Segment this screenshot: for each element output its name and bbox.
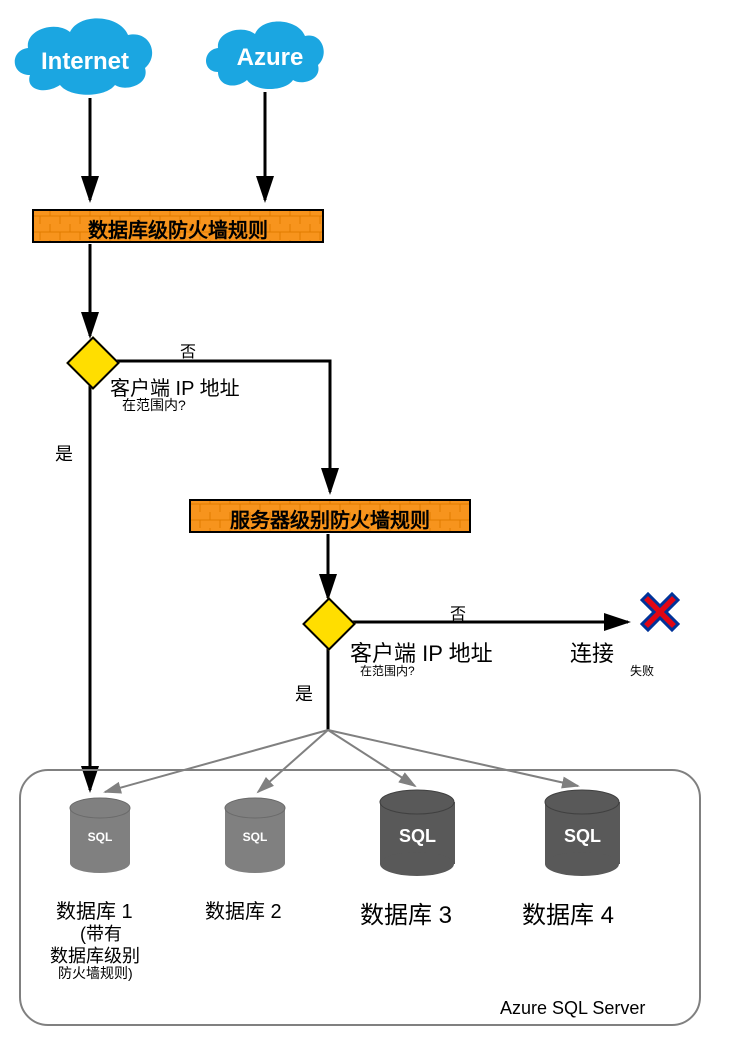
db3-sql: SQL <box>380 826 455 847</box>
cloud-azure-label: Azure <box>215 44 325 72</box>
db2-sql: SQL <box>225 830 285 844</box>
db3-label: 数据库 3 <box>360 895 452 930</box>
server-label: Azure SQL Server <box>500 998 645 1019</box>
fail-conn-label: 连接 <box>570 636 614 668</box>
arrow-fan-3 <box>328 730 415 786</box>
d2-q2: 在范围内? <box>360 662 415 679</box>
db4-label: 数据库 4 <box>522 895 614 930</box>
arrow-fan-4 <box>328 730 578 786</box>
db1-sub3: 防火墙规则) <box>58 963 133 983</box>
arrow-fan-1 <box>105 730 328 792</box>
d1-q2: 在范围内? <box>122 395 186 415</box>
db1-sql: SQL <box>70 830 130 844</box>
brick-dbfw-label: 数据库级防火墙规则 <box>33 214 323 243</box>
d1-no-label: 否 <box>180 338 196 362</box>
d1-yes-label: 是 <box>55 440 73 466</box>
fail-x-icon <box>642 594 678 630</box>
d2-yes-label: 是 <box>295 680 313 706</box>
db4-sql: SQL <box>545 826 620 847</box>
flowchart-canvas: Internet Azure 数据库级防火墙规则 服务器级别防火墙规则 否 客户… <box>0 0 730 1042</box>
db2-label: 数据库 2 <box>205 895 282 924</box>
d2-no-label: 否 <box>450 600 466 624</box>
cloud-internet-label: Internet <box>30 48 140 76</box>
fail-fail-label: 失败 <box>630 662 654 679</box>
brick-srvfw-label: 服务器级别防火墙规则 <box>190 504 470 533</box>
